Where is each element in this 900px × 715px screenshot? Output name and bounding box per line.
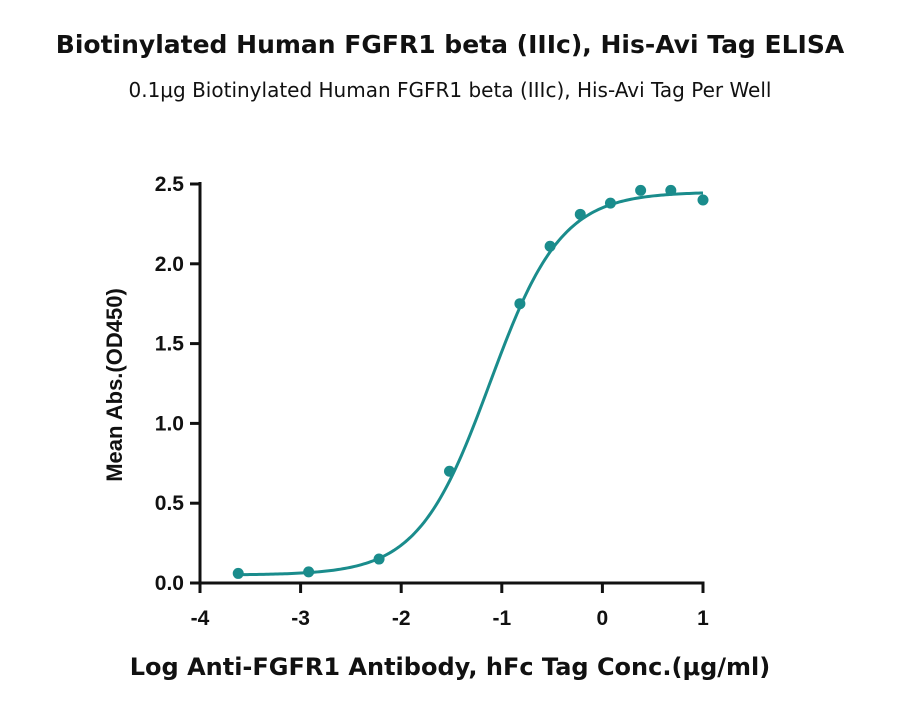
y-tick-label: 1.5 [155,333,185,356]
data-point [303,566,315,578]
x-tick-label: -2 [392,607,411,630]
x-tick-label: -4 [191,607,210,630]
x-tick-label: 0 [597,607,609,630]
data-point [443,465,455,477]
y-tick-label: 0.5 [155,492,185,515]
data-point [665,184,677,196]
y-tick-label: 2.5 [155,173,185,196]
y-tick-label: 1.0 [155,412,184,435]
x-tick-label: -1 [492,607,511,630]
data-point [604,197,616,209]
data-points-layer [232,184,709,579]
fit-curve-layer [238,191,704,577]
y-tick-label: 2.0 [155,253,184,276]
y-tick-label: 0.0 [155,572,184,595]
data-point [574,208,586,220]
data-point [373,553,385,565]
data-point [514,298,526,310]
data-point [635,184,647,196]
x-tick-label: 1 [697,607,709,630]
data-point [544,240,556,252]
chart-subtitle: 0.1μg Biotinylated Human FGFR1 beta (III… [128,78,772,102]
data-point [697,194,709,206]
data-point [232,567,244,579]
y-axis-title: Mean Abs.(OD450) [102,288,127,482]
chart-title: Biotinylated Human FGFR1 beta (IIIc), Hi… [55,30,845,59]
fit-curve [238,191,704,577]
x-tick-label: -3 [291,607,310,630]
x-axis-title: Log Anti-FGFR1 Antibody, hFc Tag Conc.(μ… [130,653,771,681]
axes: 0.0 0.5 1.0 1.5 2.0 2.5 -4 -3 -2 -1 0 1 [155,173,709,630]
